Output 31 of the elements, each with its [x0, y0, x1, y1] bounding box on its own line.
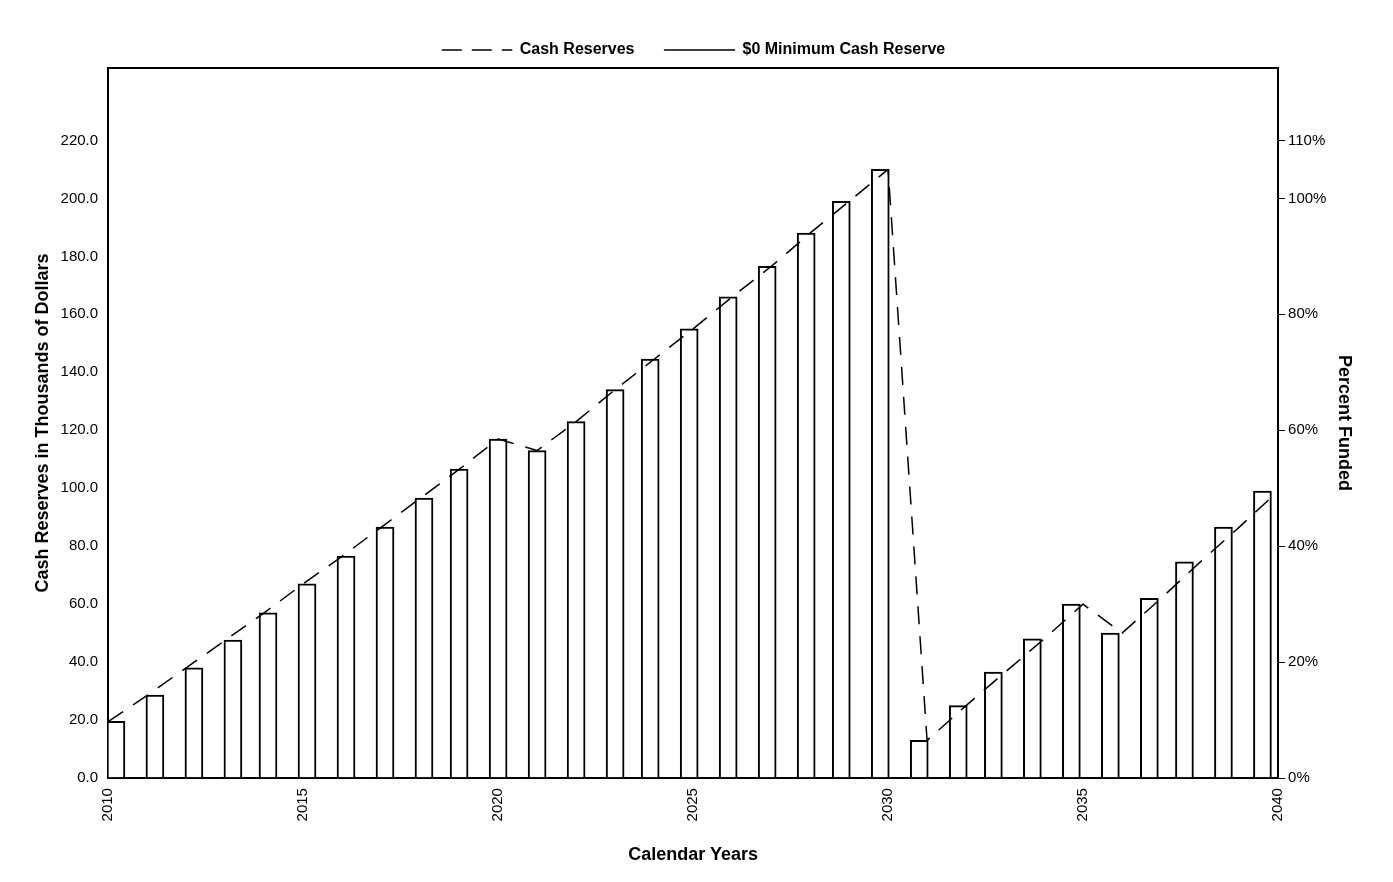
x-tick-label: 2015	[293, 788, 311, 822]
y-tick-label: 80.0	[68, 536, 99, 554]
y-tick-label: 20.0	[68, 710, 99, 728]
y2-tick-label: 110%	[1288, 130, 1326, 148]
y2-tick-label: 0%	[1288, 768, 1310, 786]
y2-tick-label: 80%	[1288, 304, 1319, 322]
legend-label: Cash Reserves	[519, 40, 635, 58]
x-tick-label: 2025	[683, 788, 701, 822]
y-tick-label: 160.0	[60, 304, 99, 322]
y-tick-label: 100.0	[60, 478, 99, 496]
y-tick-label: 180.0	[60, 246, 99, 264]
y2-tick-label: 40%	[1288, 536, 1319, 554]
y-tick-label: 220.0	[60, 130, 99, 148]
y-tick-label: 60.0	[68, 594, 99, 612]
y-tick-label: 140.0	[60, 362, 99, 380]
x-tick-label: 2035	[1073, 788, 1091, 822]
legend-label: $0 Minimum Cash Reserve	[742, 40, 946, 58]
y2-axis-title: Percent Funded	[1335, 355, 1356, 492]
y-tick-label: 40.0	[68, 652, 99, 670]
y-tick-label: 120.0	[60, 420, 99, 438]
y2-tick-label: 20%	[1288, 652, 1319, 670]
x-tick-label: 2040	[1268, 788, 1286, 822]
x-tick-label: 2030	[878, 788, 896, 822]
x-axis-title: Calendar Years	[628, 844, 758, 865]
y2-tick-label: 100%	[1288, 188, 1327, 206]
y-axis-title: Cash Reserves in Thousands of Dollars	[31, 253, 52, 593]
x-tick-label: 2020	[488, 788, 506, 822]
y-tick-label: 200.0	[60, 188, 99, 206]
x-tick-label: 2010	[98, 788, 116, 822]
y2-tick-label: 60%	[1288, 420, 1319, 438]
y-tick-label: 0.0	[77, 768, 99, 786]
